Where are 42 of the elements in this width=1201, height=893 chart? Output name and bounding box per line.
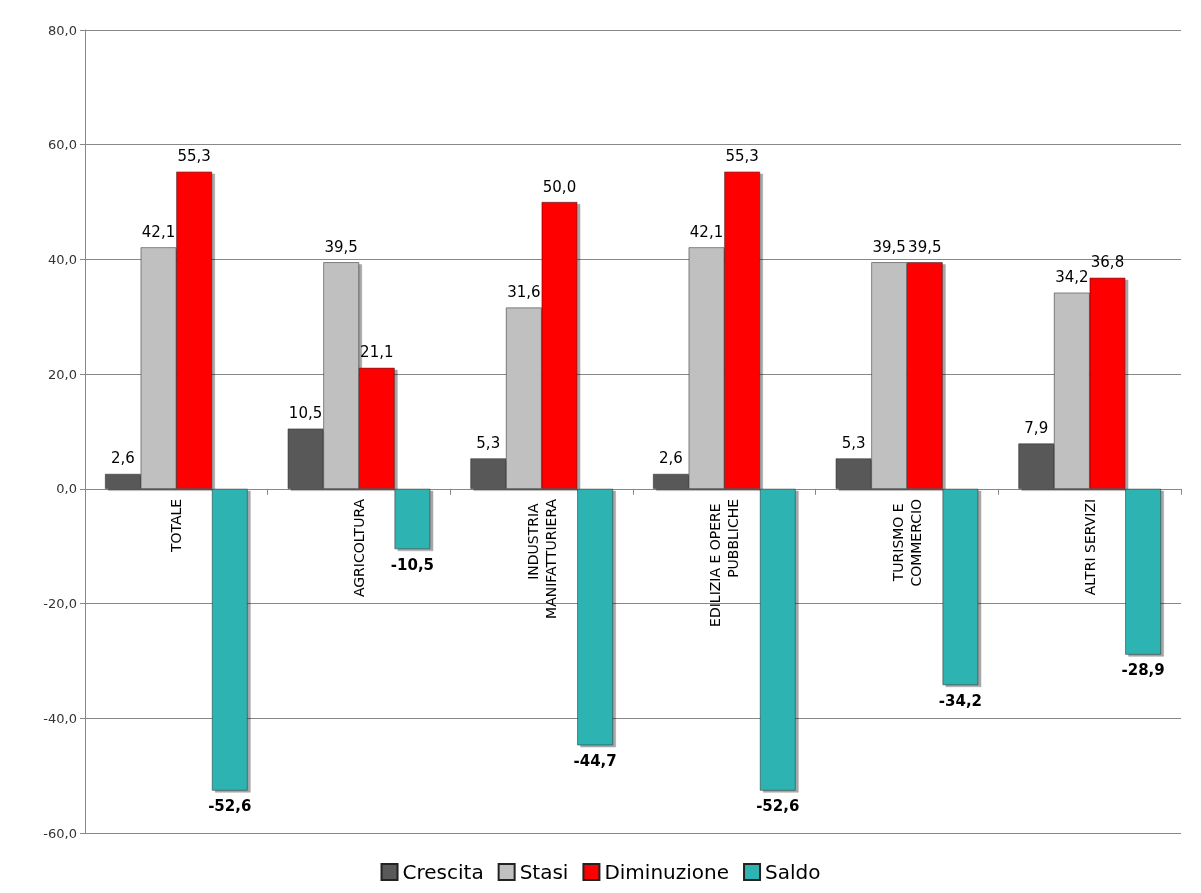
data-label: 50,0 bbox=[542, 177, 577, 196]
data-label: 39,5 bbox=[908, 237, 942, 256]
y-tick-label: -20,0 bbox=[43, 596, 77, 612]
y-tick-label: 80,0 bbox=[48, 22, 77, 38]
x-tick-label: ALTRI SERVIZI bbox=[1081, 498, 1098, 596]
x-tick-label: AGRICOLTURA bbox=[351, 498, 367, 598]
x-tick-label: TOTALE bbox=[168, 498, 185, 554]
data-label: 10,5 bbox=[288, 404, 323, 423]
data-label: -10,5 bbox=[390, 555, 435, 574]
data-label: 36,8 bbox=[1090, 253, 1125, 272]
data-label: 55,3 bbox=[725, 147, 759, 166]
data-label: -28,9 bbox=[1121, 661, 1165, 680]
data-label: -44,7 bbox=[573, 751, 617, 770]
x-tick-label: INDUSTRIA MANIFATTURIERA bbox=[524, 498, 559, 619]
data-label: 42,1 bbox=[141, 222, 176, 241]
data-label: 5,3 bbox=[841, 433, 866, 452]
legend-label: Stasi bbox=[519, 860, 569, 884]
data-label: -34,2 bbox=[938, 691, 983, 710]
data-label: 55,3 bbox=[177, 147, 211, 166]
data-label: 31,6 bbox=[507, 283, 541, 302]
x-tick-label: TURISMO E COMMERCIO bbox=[890, 498, 924, 587]
y-tick-label: -40,0 bbox=[43, 710, 77, 726]
data-label: 7,9 bbox=[1024, 419, 1049, 438]
data-label: 42,1 bbox=[689, 222, 724, 241]
data-label: 39,5 bbox=[872, 237, 906, 256]
y-tick-label: -60,0 bbox=[43, 825, 77, 841]
data-label: 2,6 bbox=[110, 449, 135, 468]
y-tick-label: 20,0 bbox=[48, 366, 77, 382]
data-label: -52,6 bbox=[208, 797, 252, 816]
legend-label: Saldo bbox=[765, 860, 821, 884]
y-tick-label: 40,0 bbox=[48, 251, 77, 267]
y-tick-label: 0,0 bbox=[56, 481, 77, 497]
legend-label: Crescita bbox=[402, 860, 484, 884]
legend-label: Diminuzione bbox=[604, 860, 730, 884]
x-tick-label: EDILIZIA E OPERE PUBBLICHE bbox=[707, 498, 742, 627]
data-label: 2,6 bbox=[658, 449, 683, 468]
data-label: 21,1 bbox=[360, 343, 394, 362]
data-label: 34,2 bbox=[1055, 268, 1089, 287]
data-label: -52,6 bbox=[756, 797, 800, 816]
data-label: 5,3 bbox=[476, 433, 501, 452]
y-tick-label: 60,0 bbox=[48, 137, 77, 153]
data-label: 39,5 bbox=[324, 237, 358, 256]
